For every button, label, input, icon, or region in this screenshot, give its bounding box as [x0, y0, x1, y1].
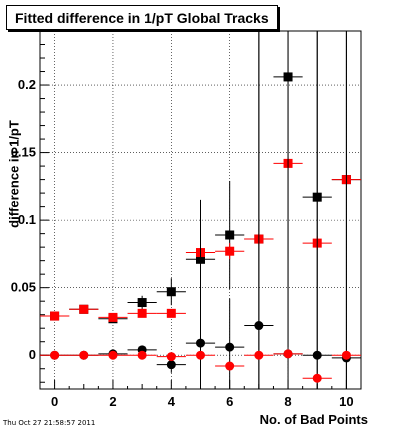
- square-marker: [225, 246, 235, 256]
- y-axis-label: difference in 1/pT: [6, 120, 22, 228]
- circle-marker: [254, 321, 264, 331]
- square-marker: [137, 298, 147, 308]
- x-axis-label: No. of Bad Points: [259, 412, 368, 427]
- y-tick-label: 0.15: [11, 145, 36, 160]
- circle-marker: [79, 350, 89, 360]
- x-tick-label: 10: [339, 394, 353, 409]
- circle-marker: [137, 350, 147, 360]
- square-marker: [166, 308, 176, 318]
- timestamp-label: Thu Oct 27 21:58:57 2011: [3, 419, 96, 427]
- circle-marker: [166, 360, 176, 370]
- circle-marker: [312, 350, 322, 360]
- square-marker: [79, 304, 89, 314]
- circle-marker: [225, 342, 235, 352]
- x-tick-label: 6: [226, 394, 233, 409]
- circle-marker: [196, 350, 205, 360]
- y-tick-label: 0.05: [11, 280, 36, 295]
- x-tick-label: 4: [168, 394, 176, 409]
- square-marker: [225, 230, 235, 240]
- circle-marker: [341, 350, 351, 360]
- circle-marker: [50, 350, 60, 360]
- y-tick-label: 0.2: [18, 77, 36, 92]
- square-marker: [137, 308, 147, 318]
- circle-marker: [283, 349, 293, 359]
- x-tick-label: 2: [109, 394, 116, 409]
- chart-title: Fitted difference in 1/pT Global Tracks: [6, 5, 278, 30]
- circle-marker: [108, 350, 118, 360]
- square-marker: [166, 287, 176, 297]
- circle-marker: [166, 352, 176, 362]
- x-tick-label: 0: [51, 394, 58, 409]
- circle-marker: [254, 350, 264, 360]
- circle-marker: [196, 338, 205, 348]
- circle-marker: [312, 373, 322, 383]
- square-marker: [108, 312, 118, 322]
- square-marker: [50, 311, 60, 321]
- circle-marker: [225, 361, 235, 371]
- x-tick-label: 8: [284, 394, 291, 409]
- y-tick-label: 0: [29, 347, 36, 362]
- y-tick-label: 0.1: [18, 212, 36, 227]
